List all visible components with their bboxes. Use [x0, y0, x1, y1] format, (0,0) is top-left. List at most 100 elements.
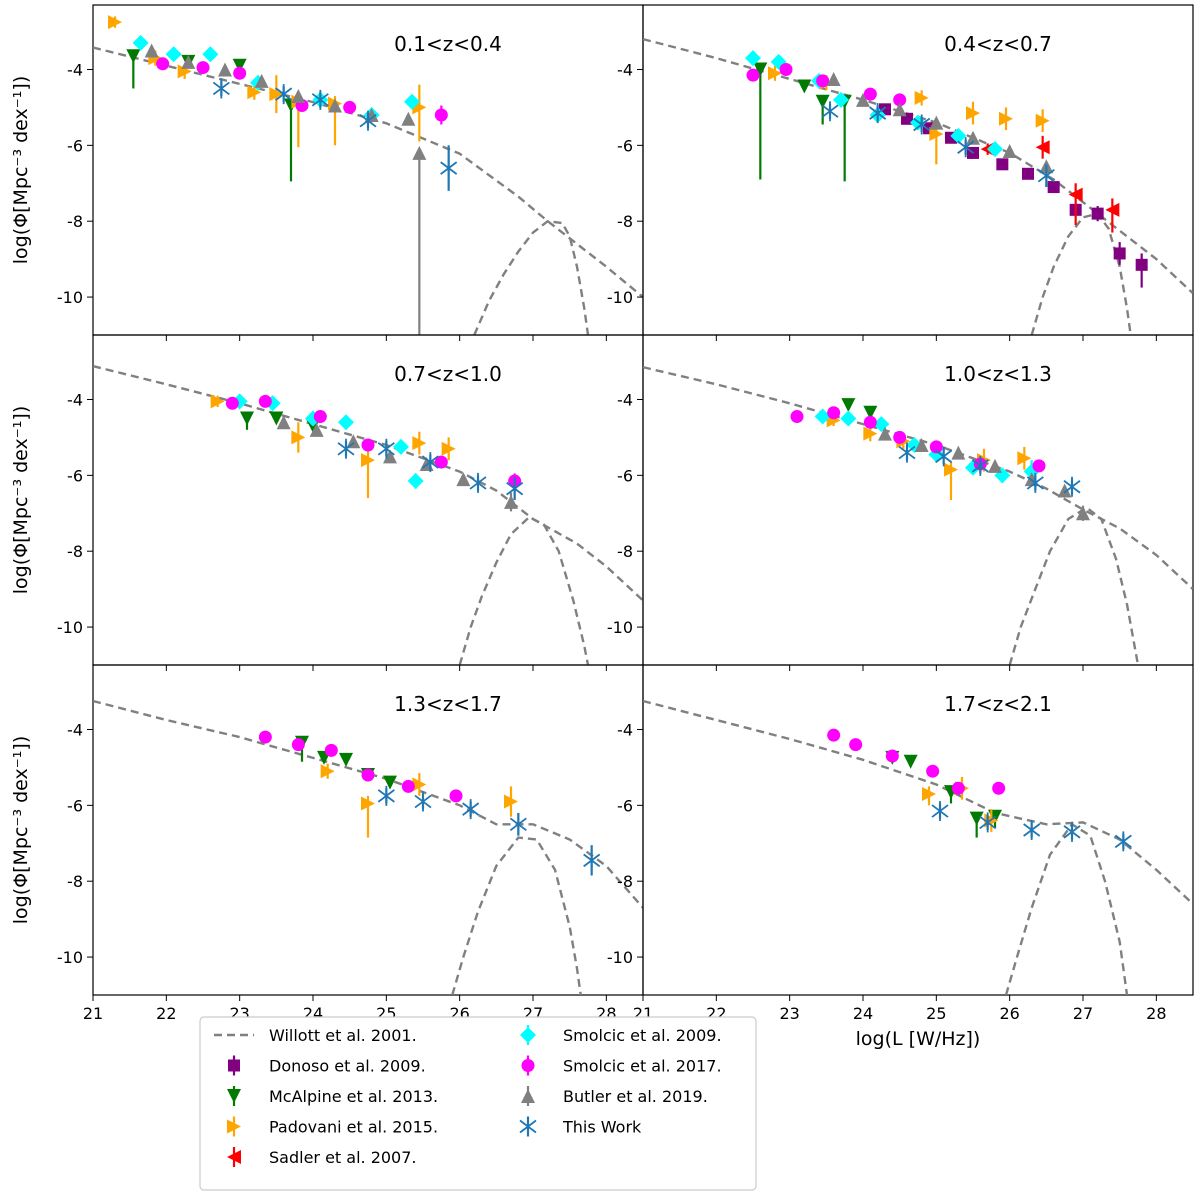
legend-item-sadler: Sadler et al. 2007.: [227, 1147, 417, 1167]
model-curve-low: [93, 46, 643, 299]
y-axis-label: log(Φ[Mpc⁻³ dex⁻¹]): [10, 406, 32, 594]
panel-title: 1.3<z<1.7: [394, 692, 502, 716]
data-point: [202, 46, 219, 63]
y-tick-label: -8: [617, 542, 633, 561]
data-point: [343, 100, 357, 114]
data-point: [779, 62, 793, 76]
data-point: [504, 794, 518, 809]
data-point: [1063, 821, 1081, 842]
data-point: [441, 441, 456, 456]
data-point: [346, 434, 361, 449]
data-point: [790, 410, 804, 424]
model-curve-low: [93, 699, 643, 909]
data-point: [849, 738, 863, 752]
data-point: [1063, 476, 1081, 497]
data-point: [247, 85, 262, 100]
series-thiswork: [931, 801, 1132, 852]
data-point: [893, 430, 907, 444]
model-curve-high: [458, 515, 590, 665]
data-point: [212, 78, 230, 99]
data-point: [922, 786, 936, 801]
panel-title: 0.7<z<1.0: [394, 362, 502, 386]
data-point: [926, 764, 940, 778]
data-point: [339, 752, 353, 767]
data-point: [309, 422, 324, 437]
panel-title: 1.7<z<2.1: [944, 692, 1052, 716]
data-point: [1026, 472, 1044, 493]
data-point: [1105, 202, 1120, 217]
x-tick-label: 27: [1073, 1004, 1093, 1023]
data-point: [914, 90, 929, 105]
y-tick-label: -10: [607, 618, 633, 637]
data-point: [1032, 459, 1046, 473]
panel-title: 0.1<z<0.4: [394, 32, 502, 56]
data-point: [126, 49, 141, 64]
data-point: [311, 89, 329, 110]
panel-0: -4 -6 -8 -10 0.1<z<0.4: [57, 4, 644, 341]
panel-plot-area: [643, 37, 1193, 335]
data-point: [1017, 451, 1032, 466]
data-point: [165, 46, 182, 63]
legend-label: Willott et al. 2001.: [269, 1026, 417, 1045]
data-point: [957, 137, 975, 158]
legend-label: Donoso et al. 2009.: [269, 1057, 426, 1076]
model-curve-low: [93, 364, 643, 602]
data-point: [1047, 181, 1060, 194]
data-point: [768, 66, 782, 81]
x-axis-label: log(L [W/Hz]): [856, 1028, 981, 1050]
legend-marker: [227, 1119, 241, 1134]
x-tick-label: 21: [83, 1004, 103, 1023]
series-thiswork: [377, 785, 601, 876]
legend-marker: [227, 1089, 241, 1103]
y-tick-label: -4: [67, 390, 83, 409]
panel-frame: [642, 664, 1194, 996]
panel-plot-area: [93, 15, 643, 335]
series-smolcic17: [225, 394, 522, 489]
data-point: [177, 64, 192, 79]
y-tick-label: -10: [607, 948, 633, 967]
legend-items: Willott et al. 2001. Donoso et al. 2009. M…: [214, 1025, 722, 1167]
data-point: [863, 87, 877, 101]
series-smolcic17: [827, 728, 1006, 795]
y-tick-label: -6: [617, 136, 633, 155]
data-point: [987, 141, 1003, 158]
data-point: [1022, 167, 1034, 180]
data-point: [1002, 144, 1017, 159]
data-point: [893, 93, 907, 107]
data-point: [132, 34, 149, 51]
data-point: [509, 814, 527, 835]
data-point: [276, 415, 291, 430]
data-point: [407, 473, 424, 490]
data-point: [401, 111, 416, 126]
model-curve-high: [1004, 822, 1129, 995]
data-point: [361, 796, 375, 811]
data-point: [929, 440, 943, 454]
data-point: [254, 73, 269, 88]
series-mcalpine: [841, 398, 878, 420]
data-point: [1037, 165, 1055, 186]
series-thiswork: [212, 78, 458, 191]
data-point: [841, 398, 856, 413]
data-point: [412, 145, 427, 160]
data-point: [291, 89, 306, 104]
data-point: [999, 111, 1013, 126]
data-point: [951, 781, 965, 795]
legend-item-donoso: Donoso et al. 2009.: [228, 1055, 426, 1076]
y-tick-label: -6: [67, 796, 83, 815]
data-point: [1035, 140, 1050, 155]
x-tick-label: 25: [926, 1004, 946, 1023]
data-point: [969, 811, 984, 826]
data-point: [929, 126, 944, 141]
panel-plot-area: [643, 699, 1193, 995]
y-axis-label: log(Φ[Mpc⁻³ dex⁻¹]): [10, 736, 32, 924]
data-point: [833, 91, 849, 108]
data-point: [421, 452, 439, 473]
x-tick-label: 23: [779, 1004, 799, 1023]
series-smolcic09: [814, 408, 1040, 484]
legend-marker: [228, 1059, 240, 1072]
data-point: [401, 779, 415, 793]
data-point: [181, 54, 196, 69]
data-point: [1057, 483, 1072, 498]
data-point: [469, 472, 487, 493]
